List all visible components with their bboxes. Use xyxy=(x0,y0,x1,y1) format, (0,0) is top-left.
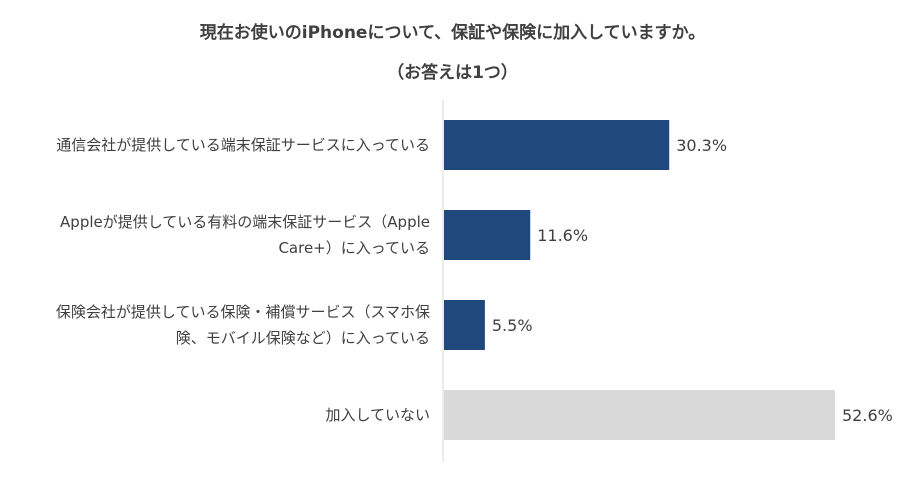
value-label-3: 5.5% xyxy=(492,316,533,335)
category-label-3-line-1: 保険会社が提供している保険・補償サービス（スマホ保 xyxy=(56,303,430,321)
bar-1 xyxy=(444,120,670,170)
bar-4 xyxy=(444,390,835,440)
category-label-3-line-2: 険、モバイル保険など）に入っている xyxy=(176,329,430,347)
value-label-2: 11.6% xyxy=(537,226,588,245)
category-label-2-line-1: Appleが提供している有料の端末保証サービス（Apple xyxy=(60,213,430,231)
value-label-1: 30.3% xyxy=(676,136,727,155)
category-label-1-line-1: 通信会社が提供している端末保証サービスに入っている xyxy=(56,136,430,154)
bar-3 xyxy=(444,300,485,350)
category-label-4-line-1: 加入していない xyxy=(325,406,430,424)
chart-title-line-1: 現在お使いのiPhoneについて、保証や保険に加入していますか。 xyxy=(199,23,706,43)
category-label-2-line-2: Care+）に入っている xyxy=(278,239,430,257)
chart-title-line-2: （お答えは1つ） xyxy=(387,63,518,83)
value-label-4: 52.6% xyxy=(842,406,893,425)
bar-2 xyxy=(444,210,531,260)
